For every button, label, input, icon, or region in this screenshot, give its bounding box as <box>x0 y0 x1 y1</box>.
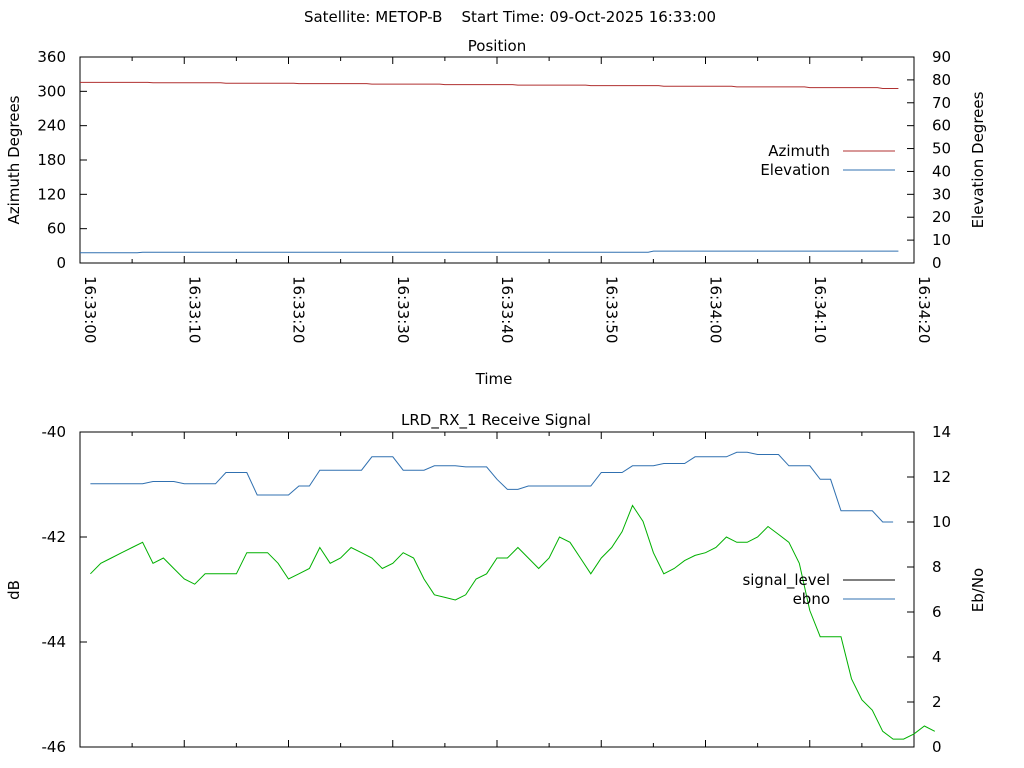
y2-tick-label: 12 <box>932 468 951 486</box>
position-y2label: Elevation Degrees <box>969 91 987 228</box>
series-line-elevation <box>80 250 899 254</box>
signal-y2-axis: 0 2 4 6 8 10 12 14 <box>907 423 951 756</box>
signal-y-axis: -46 -44 -42 -40 <box>42 423 87 756</box>
y-tick-label: -44 <box>42 633 67 651</box>
y2-tick-label: 80 <box>932 71 951 89</box>
y2-tick-label: 6 <box>932 603 942 621</box>
chart-header: Satellite: METOP-B Start Time: 09-Oct-20… <box>304 8 716 26</box>
x-tick-label: 16:33:50 <box>602 276 620 343</box>
y-tick-label: 120 <box>37 185 66 203</box>
x-tick-label: 16:33:00 <box>81 276 99 343</box>
x-tick-label: 16:33:40 <box>498 276 516 343</box>
position-panel: Position 0 60 120 180 240 300 360 0 10 20 30 40 50 6… <box>5 37 987 388</box>
x-tick-label: 16:34:00 <box>707 276 725 343</box>
series-line-ebno <box>90 451 894 523</box>
y-tick-label: 240 <box>37 117 66 135</box>
y2-tick-label: 4 <box>932 648 942 666</box>
y2-tick-label: 0 <box>932 738 942 756</box>
position-x-axis: 16:33:00 16:33:10 16:33:20 16:33:30 16:33:40… <box>79 57 933 343</box>
signal-x-axis <box>79 432 915 747</box>
position-ylabel: Azimuth Degrees <box>5 95 23 224</box>
position-y-axis: 0 60 120 180 240 300 360 <box>37 48 87 272</box>
legend-label-signal-level: signal_level <box>742 571 830 590</box>
position-plot-frame <box>79 56 915 264</box>
y2-tick-label: 40 <box>932 162 951 180</box>
signal-series <box>90 451 936 740</box>
x-tick-label: 16:33:20 <box>290 276 308 343</box>
y2-tick-label: 10 <box>932 513 951 531</box>
series-line-signal-level <box>90 504 936 740</box>
y2-tick-label: 2 <box>932 693 942 711</box>
signal-legend: signal_level ebno <box>742 571 895 608</box>
signal-y2label: Eb/No <box>969 568 987 612</box>
signal-ylabel: dB <box>5 580 23 600</box>
y2-tick-label: 50 <box>932 140 951 158</box>
y-tick-label: -40 <box>42 423 67 441</box>
y2-tick-label: 20 <box>932 208 951 226</box>
y-tick-label: -42 <box>42 528 67 546</box>
y2-tick-label: 10 <box>932 231 951 249</box>
legend-label-azimuth: Azimuth <box>768 142 830 160</box>
x-tick-label: 16:33:10 <box>185 276 203 343</box>
y-tick-label: -46 <box>42 738 67 756</box>
x-tick-label: 16:34:10 <box>811 276 829 343</box>
legend-label-ebno: ebno <box>793 590 830 608</box>
y2-tick-label: 90 <box>932 48 951 66</box>
position-xlabel: Time <box>475 370 513 388</box>
y2-tick-label: 0 <box>932 254 942 272</box>
y-tick-label: 360 <box>37 48 66 66</box>
y-tick-label: 60 <box>47 220 66 238</box>
y2-tick-label: 14 <box>932 423 951 441</box>
position-series <box>80 81 899 254</box>
position-y2-axis: 0 10 20 30 40 50 60 70 80 90 <box>907 48 951 272</box>
y-tick-label: 0 <box>56 254 66 272</box>
signal-title: LRD_RX_1 Receive Signal <box>401 411 591 430</box>
x-tick-label: 16:34:20 <box>915 276 933 343</box>
y2-tick-label: 70 <box>932 94 951 112</box>
y-tick-label: 180 <box>37 151 66 169</box>
legend-label-elevation: Elevation <box>760 161 830 179</box>
y-tick-label: 300 <box>37 82 66 100</box>
position-legend: Azimuth Elevation <box>760 142 895 179</box>
signal-panel: LRD_RX_1 Receive Signal -46 -44 -42 -40 0 2 4… <box>5 411 987 756</box>
y2-tick-label: 8 <box>932 558 942 576</box>
y2-tick-label: 60 <box>932 117 951 135</box>
position-title: Position <box>468 37 526 55</box>
y2-tick-label: 30 <box>932 185 951 203</box>
x-tick-label: 16:33:30 <box>394 276 412 343</box>
series-line-azimuth <box>80 81 899 89</box>
